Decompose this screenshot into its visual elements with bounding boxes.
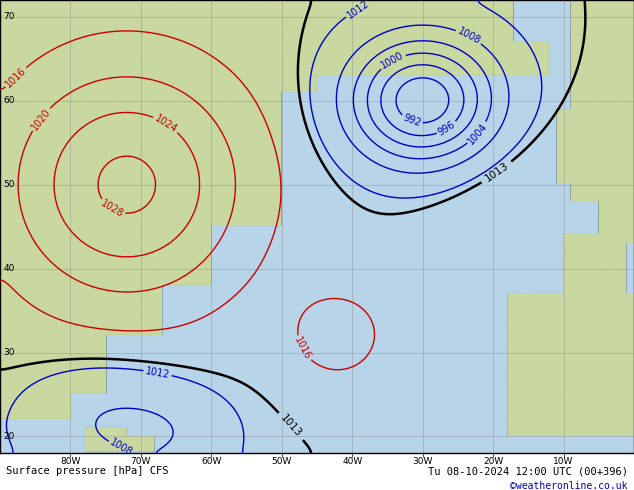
- Text: 80W: 80W: [60, 457, 81, 465]
- Text: 70W: 70W: [131, 457, 151, 465]
- Text: 1013: 1013: [483, 161, 510, 184]
- Text: 1012: 1012: [145, 366, 171, 380]
- Text: 50: 50: [3, 180, 15, 189]
- Text: 1004: 1004: [466, 121, 489, 146]
- Text: 1013: 1013: [278, 413, 304, 440]
- Text: 20: 20: [3, 432, 15, 441]
- Text: 1008: 1008: [456, 26, 482, 47]
- Text: 20W: 20W: [483, 457, 503, 465]
- Text: 40: 40: [3, 264, 15, 273]
- Text: 1008: 1008: [108, 437, 134, 458]
- Text: 40W: 40W: [342, 457, 363, 465]
- Text: 70: 70: [3, 12, 15, 21]
- Text: 1012: 1012: [345, 0, 371, 20]
- Text: 1024: 1024: [153, 113, 179, 135]
- Text: ©weatheronline.co.uk: ©weatheronline.co.uk: [510, 481, 628, 490]
- Text: 996: 996: [436, 119, 457, 138]
- Text: 1016: 1016: [292, 336, 313, 362]
- Text: 992: 992: [401, 113, 422, 129]
- Text: Surface pressure [hPa] CFS: Surface pressure [hPa] CFS: [6, 466, 169, 476]
- Text: 1028: 1028: [99, 198, 125, 220]
- Text: 60: 60: [3, 96, 15, 105]
- Text: 30: 30: [3, 348, 15, 357]
- Text: 10W: 10W: [553, 457, 574, 465]
- Text: 50W: 50W: [271, 457, 292, 465]
- Text: 1000: 1000: [380, 50, 406, 71]
- Text: 30W: 30W: [413, 457, 433, 465]
- Text: 1020: 1020: [29, 106, 52, 132]
- Text: 60W: 60W: [201, 457, 221, 465]
- Text: 1016: 1016: [4, 65, 28, 89]
- Text: Tu 08-10-2024 12:00 UTC (00+396): Tu 08-10-2024 12:00 UTC (00+396): [428, 466, 628, 476]
